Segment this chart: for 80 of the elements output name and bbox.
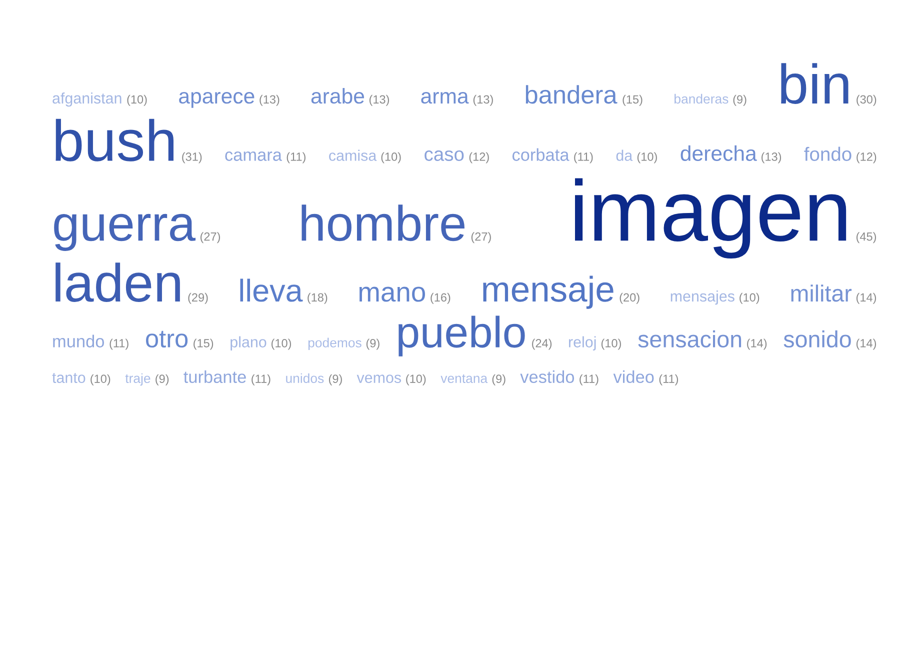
- category-label: camisa: [329, 150, 377, 161]
- category-label: traje: [125, 373, 150, 386]
- category-label: mundo: [53, 334, 104, 348]
- category-label: caso: [424, 150, 464, 161]
- category-label: corbata: [512, 148, 570, 161]
- data-label: (11): [110, 338, 128, 350]
- data-label: (11): [580, 374, 598, 386]
- data-label: (14): [856, 338, 876, 350]
- data-label: (9): [156, 374, 169, 386]
- category-label: fondo: [804, 146, 852, 161]
- category-label: vestido: [520, 370, 574, 384]
- category-label: sensacion: [638, 330, 742, 348]
- data-label: (24): [532, 338, 552, 350]
- data-label: (10): [127, 94, 147, 106]
- data-label: (13): [260, 94, 280, 106]
- data-label: (10): [90, 374, 110, 386]
- category-label: vemos: [356, 374, 402, 384]
- category-label: imagen: [575, 178, 846, 259]
- category-label: ventana: [440, 374, 488, 384]
- category-label: unidos: [286, 373, 324, 384]
- category-label: mensajes: [670, 290, 734, 305]
- data-label: (13): [473, 94, 493, 106]
- category-label: plano: [230, 336, 266, 350]
- data-label: (9): [733, 94, 746, 106]
- data-label: (27): [471, 232, 491, 244]
- data-label: (10): [740, 292, 760, 304]
- category-label: laden: [56, 262, 180, 302]
- category-label: da: [616, 150, 633, 161]
- category-label: lleva: [240, 278, 303, 302]
- category-label: militar: [791, 284, 852, 302]
- category-label: afganistan: [52, 92, 122, 107]
- category-label: camara: [225, 152, 282, 161]
- data-label: (15): [622, 94, 642, 106]
- data-label: (11): [286, 152, 306, 164]
- category-label: reloj: [568, 336, 596, 350]
- data-label: (10): [272, 338, 292, 350]
- data-label: (11): [252, 374, 270, 386]
- data-label: (11): [574, 152, 593, 164]
- data-label: (29): [188, 292, 208, 304]
- data-label: (18): [308, 292, 328, 304]
- category-label: sonido: [784, 330, 851, 348]
- data-label: (27): [200, 232, 220, 244]
- data-label: (9): [328, 374, 342, 386]
- category-label: podemos: [308, 338, 362, 350]
- category-label: aparece: [179, 92, 254, 108]
- data-label: (20): [620, 292, 640, 304]
- category-label: bush: [56, 118, 174, 162]
- data-label: (10): [381, 152, 401, 164]
- category-label: mensaje: [483, 276, 614, 309]
- data-label: (45): [856, 232, 876, 244]
- category-label: hombre: [302, 204, 464, 242]
- category-label: turbante: [184, 370, 246, 384]
- category-label: bandera: [526, 85, 618, 104]
- data-label: (12): [469, 152, 489, 164]
- data-label: (11): [659, 374, 678, 386]
- category-label: otro: [146, 330, 188, 348]
- data-label: (13): [369, 94, 390, 106]
- category-label: derecha: [680, 145, 757, 161]
- category-label: tanto: [52, 373, 86, 384]
- data-label: (14): [747, 338, 767, 350]
- data-label: (9): [492, 374, 506, 386]
- data-label: (10): [406, 374, 426, 386]
- data-label: (30): [856, 94, 876, 106]
- data-label: (9): [366, 338, 380, 350]
- category-label: guerra: [54, 214, 196, 251]
- category-label: arma: [421, 92, 469, 104]
- data-label: (31): [182, 152, 202, 164]
- data-label: (12): [856, 152, 876, 164]
- data-label: (13): [762, 152, 782, 164]
- data-label: (15): [194, 338, 214, 350]
- category-label: video: [613, 370, 654, 384]
- data-label: (10): [637, 152, 657, 164]
- category-label: bin: [781, 63, 848, 104]
- category-label: banderas: [674, 94, 728, 104]
- data-label: (10): [601, 338, 621, 350]
- category-label: arabe: [311, 88, 364, 104]
- category-label: pueblo: [398, 316, 525, 356]
- data-label: (14): [856, 292, 876, 304]
- data-label: (16): [430, 292, 450, 304]
- category-label: mano: [359, 286, 425, 302]
